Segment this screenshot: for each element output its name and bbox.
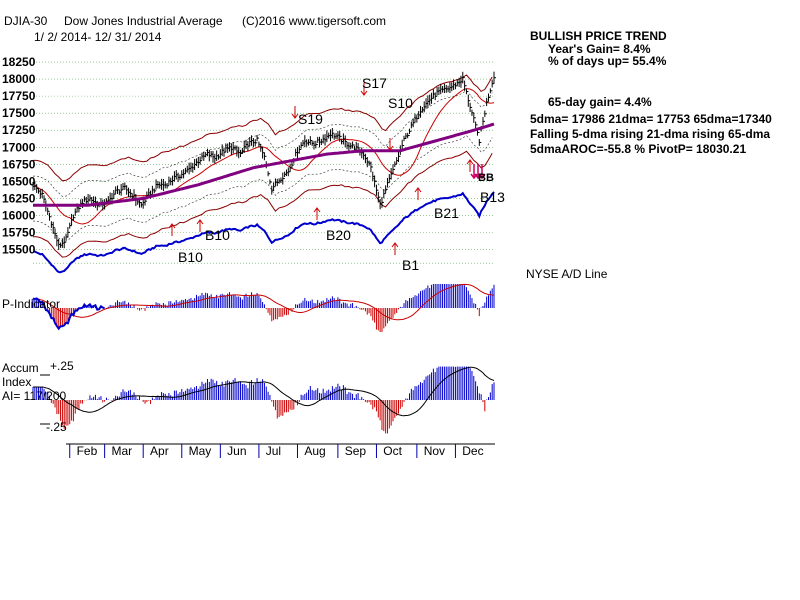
month-label: Feb [77, 444, 98, 458]
y-axis-tick-labels: 15500 15750 16000 16250 16500 16750 17000 17250… [2, 55, 36, 257]
date-range: 1/ 2/ 2014- 12/ 31/ 2014 [34, 30, 162, 44]
band-outer-upper [33, 74, 493, 182]
ad-line-label: NYSE A/D Line [526, 267, 608, 281]
y-tick-label: 17250 [2, 123, 36, 137]
signal-label: B10 [178, 249, 203, 265]
ma65-line [33, 122, 495, 207]
month-label: Apr [150, 444, 169, 458]
y-tick-label: 16000 [2, 208, 36, 222]
band-outer-lower [33, 150, 493, 258]
band-inner-upper [33, 90, 493, 197]
accum-top-value: +.25 [50, 359, 74, 373]
ad-line [32, 191, 495, 274]
month-label: May [189, 444, 212, 458]
p-indicator-ma [32, 283, 495, 321]
p-indicator-label: P-Indicator [2, 297, 61, 311]
signal-label: S17 [362, 75, 387, 91]
signal-label: B1 [402, 257, 419, 273]
y-tick-label: 17500 [2, 106, 36, 120]
signal-label: B13 [480, 189, 505, 205]
p-indicator-panel [32, 283, 495, 332]
y-tick-label: 15500 [2, 243, 36, 257]
x-axis: Feb Mar Apr May Jun Jul Aug Sep Oct Nov Dec [66, 443, 495, 458]
price-gridlines [33, 61, 495, 264]
chart-title: Dow Jones Industrial Average [64, 14, 223, 28]
dma-trend: Falling 5-dma rising 21-dma rising 65-dm… [530, 127, 771, 141]
trend-status: BULLISH PRICE TREND [530, 29, 667, 43]
signal-arrowhead [391, 242, 399, 248]
p-indicator-line [32, 297, 105, 331]
accum-label: Accum [2, 361, 39, 375]
y-tick-label: 17000 [2, 140, 36, 154]
signal-label: B21 [434, 205, 459, 221]
signal-label: S10 [388, 95, 413, 111]
accum-bottom-value: -.25 [46, 420, 67, 434]
chart-ticker: DJIA-30 [4, 14, 48, 28]
index-label: Index [2, 375, 32, 389]
accum-ma [33, 366, 495, 417]
y-tick-label: 16250 [2, 191, 36, 205]
ma65-series [33, 122, 495, 207]
y-tick-label: 16750 [2, 157, 36, 171]
signal-arrowhead [414, 187, 422, 193]
ad-line-series [32, 191, 495, 274]
signal-arrowhead [168, 223, 176, 229]
dma-values: 5dma= 17986 21dma= 17753 65dma=17340 [530, 112, 772, 126]
y-tick-label: 18000 [2, 72, 36, 86]
band-inner-lower [33, 135, 493, 242]
month-label: Sep [345, 444, 367, 458]
accum-index-panel [32, 366, 495, 434]
signal-arrowhead [313, 207, 321, 213]
years-gain: Year's Gain= 8.4% [548, 42, 651, 56]
signal-arrowhead [386, 145, 394, 151]
y-tick-label: 18250 [2, 55, 36, 69]
signal-label: B10 [205, 227, 230, 243]
gain-65: 65-day gain= 4.4% [548, 95, 652, 109]
month-label: Oct [383, 444, 402, 458]
month-label: Jun [227, 444, 246, 458]
month-label: Dec [462, 444, 483, 458]
signal-arrowhead [196, 219, 204, 225]
month-label: Nov [424, 444, 445, 458]
month-label: Mar [111, 444, 132, 458]
ai-value: AI= 117/200 [2, 389, 67, 403]
signal-arrowhead [291, 113, 299, 119]
days-up: % of days up= 55.4% [548, 54, 667, 68]
signal-label: S19 [298, 111, 323, 127]
pink-marker-label: BB [478, 172, 494, 184]
signal-arrowhead [466, 159, 474, 165]
price-bars [32, 71, 496, 251]
month-label: Aug [304, 444, 325, 458]
month-label: Jul [266, 444, 281, 458]
y-tick-label: 17750 [2, 89, 36, 103]
signal-arrowhead [360, 90, 368, 96]
pink-arrow [478, 164, 486, 180]
signal-label: B20 [326, 227, 351, 243]
y-tick-label: 15750 [2, 226, 36, 240]
aroc-pivot: 5dmaAROC=-55.8 % PivotP= 18030.21 [530, 142, 747, 156]
signal-arrows [168, 83, 486, 255]
copyright: (C)2016 www.tigersoft.com [242, 14, 387, 28]
y-tick-label: 16500 [2, 174, 36, 188]
